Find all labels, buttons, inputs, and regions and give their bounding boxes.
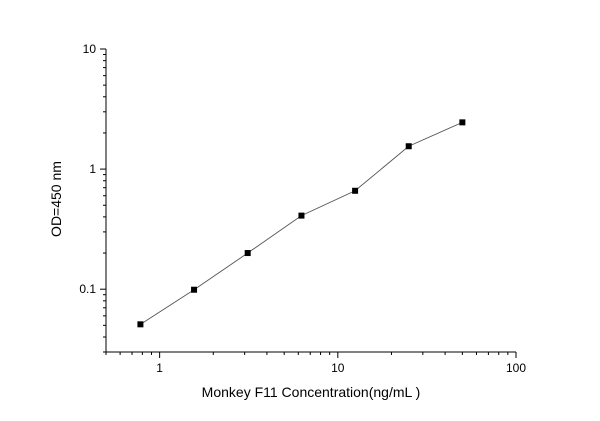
x-tick-label: 10	[331, 361, 345, 375]
data-point	[298, 212, 305, 219]
y-tick-label: 10	[83, 42, 97, 56]
x-axis-title: Monkey F11 Concentration(ng/mL )	[202, 384, 421, 400]
data-point	[191, 286, 198, 293]
series-layer	[137, 119, 466, 328]
axes: 1 10 100 0.1 1 10	[79, 42, 526, 375]
series-line	[140, 121, 463, 325]
y-axis-title: OD=450 nm	[48, 161, 64, 237]
data-point	[352, 187, 359, 194]
data-point	[459, 119, 466, 126]
x-tick-label: 1	[156, 361, 163, 375]
y-tick-label: 1	[89, 162, 96, 176]
y-tick-label: 0.1	[79, 282, 96, 296]
data-point	[405, 143, 412, 150]
data-point	[244, 250, 251, 257]
data-point	[137, 321, 144, 328]
x-tick-label: 100	[506, 361, 526, 375]
